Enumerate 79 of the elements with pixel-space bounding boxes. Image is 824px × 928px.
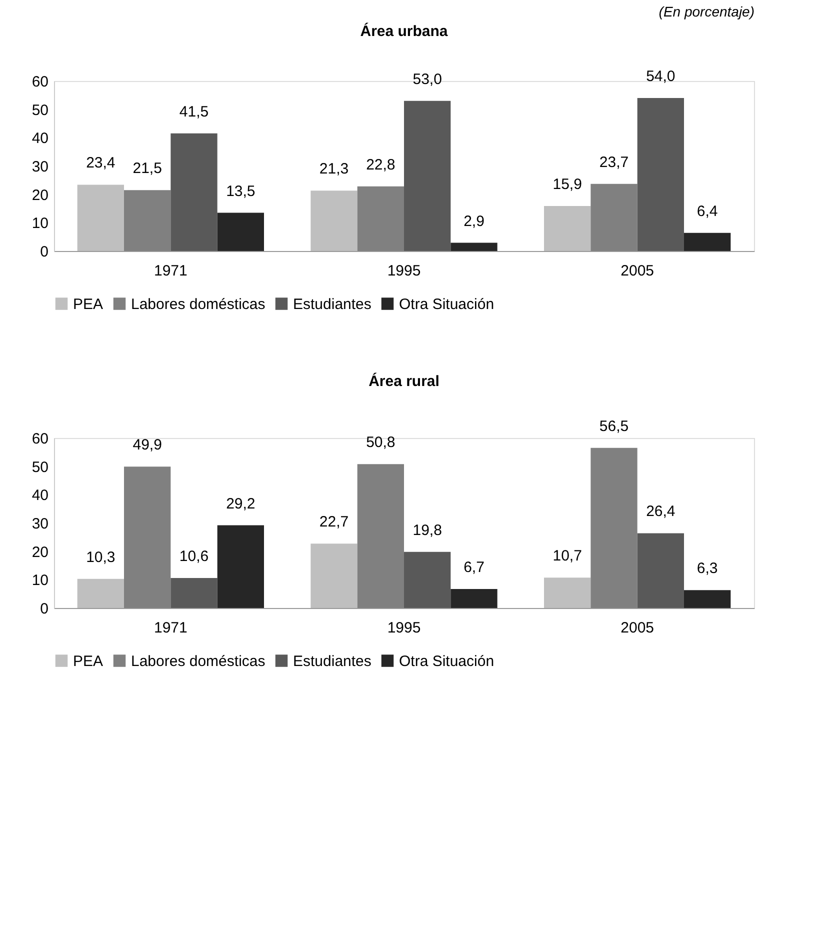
y-tick-label: 30 [32, 158, 48, 176]
data-label: 49,9 [132, 436, 162, 454]
y-tick-label: 60 [32, 430, 48, 448]
data-label: 50,8 [366, 434, 396, 452]
data-label: 10,7 [552, 548, 582, 565]
bar [637, 533, 684, 608]
bar [124, 466, 171, 608]
y-tick-label: 30 [32, 516, 48, 532]
bar [77, 184, 124, 251]
bar [124, 190, 171, 251]
bar [217, 525, 264, 608]
legend-label: Estudiantes [293, 652, 372, 670]
x-tick-label: 2005 [620, 262, 654, 280]
data-label: 21,5 [132, 160, 162, 178]
data-label: 23,4 [86, 154, 116, 172]
y-tick-label: 50 [32, 102, 48, 119]
bar [404, 552, 451, 608]
bar [77, 578, 124, 608]
bar [450, 589, 498, 608]
legend-label: PEA [73, 296, 104, 313]
data-label: 41,5 [179, 103, 209, 120]
y-tick-label: 60 [32, 74, 48, 90]
data-label: 2,9 [464, 212, 484, 230]
y-tick-label: 0 [40, 600, 48, 618]
bar [170, 578, 218, 608]
bar [217, 212, 264, 251]
y-tick-label: 40 [32, 130, 48, 148]
data-label: 6,3 [696, 560, 718, 578]
bar [310, 190, 358, 251]
data-label: 10,3 [86, 548, 116, 566]
legend-label: Labores domésticas [131, 652, 266, 670]
data-label: 53,0 [412, 70, 442, 88]
data-label: 23,7 [599, 154, 629, 171]
data-label: 6,7 [464, 559, 484, 576]
y-tick-label: 10 [32, 215, 48, 232]
data-label: 13,5 [226, 182, 256, 200]
y-tick-label: 40 [32, 487, 48, 504]
bar [357, 186, 404, 251]
bar [684, 232, 731, 251]
y-tick-label: 50 [32, 458, 48, 476]
x-tick-label: 1995 [387, 262, 421, 280]
x-tick-label: 1995 [387, 620, 421, 636]
y-tick-label: 0 [40, 244, 48, 260]
bar [357, 464, 404, 608]
data-label: 26,4 [646, 503, 676, 520]
bar [590, 184, 638, 251]
legend-label: Labores domésticas [131, 296, 266, 313]
data-label: 54,0 [646, 68, 676, 85]
x-tick-label: 1971 [154, 620, 188, 636]
data-label: 15,9 [552, 176, 582, 193]
data-label: 22,8 [366, 156, 396, 174]
bar [590, 448, 638, 608]
data-label: 21,3 [319, 160, 349, 178]
legend-label: PEA [73, 652, 104, 670]
data-label: 19,8 [412, 522, 442, 539]
legend-label: Otra Situación [399, 652, 494, 670]
bar [544, 578, 591, 608]
bar [310, 544, 358, 608]
y-tick-label: 10 [32, 572, 48, 590]
data-label: 10,6 [179, 548, 209, 565]
bar [404, 100, 451, 251]
bar [544, 206, 591, 251]
legend-label: Estudiantes [293, 296, 372, 313]
bar [450, 242, 498, 251]
data-label: 29,2 [226, 495, 256, 512]
text: (En porcentaje) [658, 4, 754, 20]
x-tick-label: 1971 [154, 262, 188, 280]
chart-title: Área urbana [360, 22, 448, 40]
data-label: 6,4 [696, 202, 718, 220]
bar [637, 98, 684, 251]
x-tick-label: 2005 [620, 620, 654, 636]
legend-label: Otra Situación [399, 296, 494, 313]
y-tick-label: 20 [32, 186, 48, 204]
y-tick-label: 20 [32, 544, 48, 561]
bar [684, 590, 731, 608]
chart-title: Área rural [368, 372, 440, 390]
data-label: 22,7 [319, 514, 349, 531]
data-label: 56,5 [599, 418, 629, 435]
bar [170, 133, 218, 251]
